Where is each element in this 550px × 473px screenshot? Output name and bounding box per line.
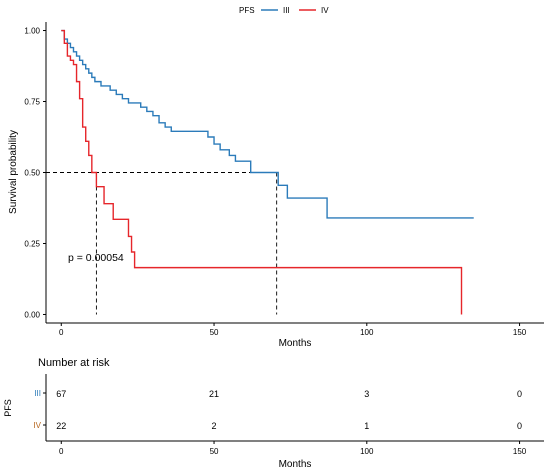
- risk-row-label-iv: IV: [33, 421, 41, 430]
- y-tick-label: 0.50: [24, 169, 40, 178]
- x-tick-label: 100: [360, 328, 374, 337]
- risk-table: Number at risk III 67 21 3 0IV 22 2 1 0 0 50 100 15…: [3, 357, 544, 470]
- risk-x-tick-label: 100: [360, 447, 374, 456]
- legend-title: PFS: [239, 6, 255, 15]
- risk-x-ticks: 0 50 100 150: [59, 441, 527, 456]
- risk-cell: 22: [56, 421, 66, 431]
- x-axis-label: Months: [279, 338, 312, 349]
- legend-label-iii: III: [283, 6, 290, 15]
- risk-cell: 2: [212, 421, 217, 431]
- curve-iii: [61, 29, 474, 219]
- risk-cell: 3: [364, 389, 369, 399]
- curve-iv: [61, 29, 463, 315]
- median-lines: [46, 172, 278, 315]
- risk-table-title: Number at risk: [38, 357, 110, 369]
- x-ticks: 0 50 100 150: [59, 323, 527, 337]
- risk-x-tick-label: 0: [59, 447, 64, 456]
- risk-rows: III 67 21 3 0IV 22 2 1 0: [33, 389, 522, 431]
- risk-cell: 0: [517, 421, 522, 431]
- risk-y-axis-label: PFS: [3, 399, 13, 417]
- x-tick-label: 50: [210, 328, 219, 337]
- risk-x-axis-label: Months: [279, 459, 312, 470]
- risk-cell: 67: [56, 389, 66, 399]
- risk-x-tick-label: 150: [513, 447, 527, 456]
- x-tick-label: 0: [59, 328, 64, 337]
- risk-row-label-iii: III: [34, 389, 41, 398]
- y-tick-label: 0.25: [24, 239, 40, 248]
- y-axis-label: Survival probability: [8, 130, 19, 214]
- risk-cell: 0: [517, 389, 522, 399]
- legend-label-iv: IV: [321, 6, 329, 15]
- x-tick-label: 150: [513, 328, 527, 337]
- legend: PFS III IV: [239, 6, 329, 15]
- p-value-label: p = 0.00054: [68, 252, 124, 264]
- risk-cell: 21: [209, 389, 219, 399]
- plot-panel: 0.00 0.25 0.50 0.75 1.00 0 50 100 150 p = 0.000…: [8, 22, 544, 349]
- y-tick-label: 0.75: [24, 98, 40, 107]
- risk-x-tick-label: 50: [210, 447, 219, 456]
- y-ticks: 0.00 0.25 0.50 0.75 1.00: [24, 27, 46, 319]
- risk-cell: 1: [364, 421, 369, 431]
- survival-curves: [61, 29, 474, 315]
- y-tick-label: 1.00: [24, 27, 40, 36]
- y-tick-label: 0.00: [24, 310, 40, 319]
